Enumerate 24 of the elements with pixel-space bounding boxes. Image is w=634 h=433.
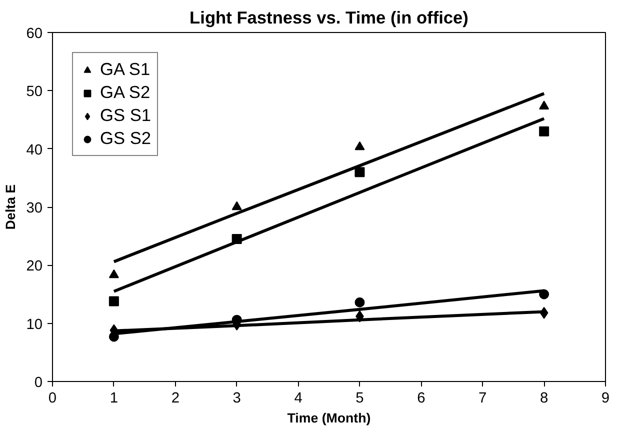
legend-label: GS S2	[100, 128, 152, 149]
x-tick-label: 9	[601, 390, 610, 406]
y-tick-label: 0	[34, 375, 43, 391]
x-tick-label: 4	[294, 390, 302, 406]
y-tick-label: 30	[26, 200, 43, 216]
y-tick-label: 50	[26, 84, 43, 100]
x-tick-label: 1	[110, 390, 118, 406]
x-axis-title: Time (Month)	[287, 410, 371, 426]
x-tick-label: 7	[478, 390, 487, 406]
legend-label: GA S1	[100, 59, 150, 80]
y-tick-label: 20	[26, 258, 43, 275]
x-tick-label: 2	[171, 390, 180, 406]
x-tick-label: 6	[417, 390, 426, 406]
x-tick-label: 3	[232, 390, 241, 406]
legend-label: GA S2	[100, 82, 150, 103]
y-tick-label: 40	[26, 142, 43, 158]
x-tick-label: 0	[48, 390, 57, 406]
y-tick-label: 10	[26, 316, 43, 333]
x-tick-label: 5	[356, 390, 364, 406]
y-axis-title: Delta E	[3, 184, 18, 230]
y-tick-label: 60	[26, 26, 43, 42]
x-tick-label: 8	[540, 390, 548, 406]
chart-title: Light Fastness vs. Time (in office)	[190, 8, 468, 28]
legend-label: GS S1	[100, 105, 152, 126]
